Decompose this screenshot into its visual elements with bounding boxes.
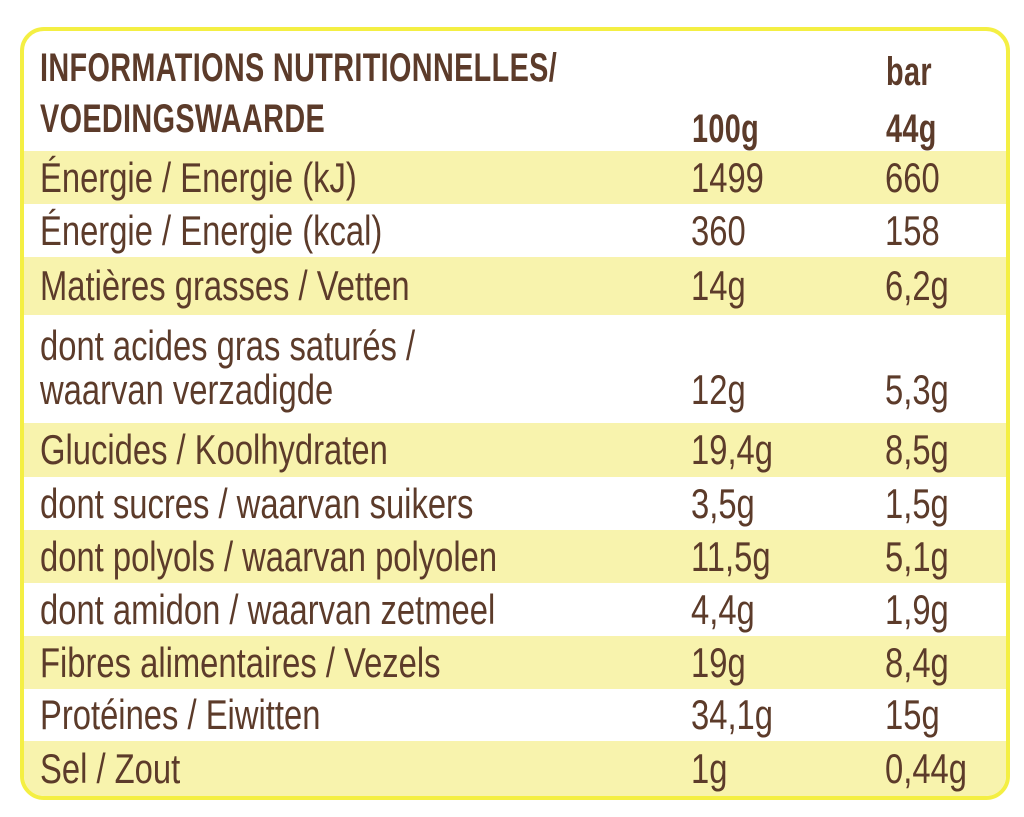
table-header: INFORMATIONS NUTRITIONNELLES/ VOEDINGSWA… <box>24 31 1006 151</box>
column-bar-weight-label: 44g <box>886 107 937 151</box>
nutrition-table: INFORMATIONS NUTRITIONNELLES/ VOEDINGSWA… <box>20 27 1010 800</box>
row-value-per-bar: 1,5g <box>885 480 949 527</box>
table-row: Matières grasses / Vetten 14g 6,2g <box>24 257 1006 315</box>
row-label: dont amidon / waarvan zetmeel <box>40 586 496 633</box>
row-value-per-100g: 12g <box>691 366 746 413</box>
table-row: dont sucres / waarvan suikers 3,5g 1,5g <box>24 477 1006 530</box>
row-label-line-2: waarvan verzadigde <box>40 366 334 413</box>
table-row: dont amidon / waarvan zetmeel 4,4g 1,9g <box>24 583 1006 636</box>
row-value-per-100g: 4,4g <box>691 586 755 633</box>
column-per-100g-label: 100g <box>692 107 760 151</box>
row-value-per-bar: 5,3g <box>885 366 949 413</box>
row-label: Protéines / Eiwitten <box>40 691 321 738</box>
table-row: Sel / Zout 1g 0,44g <box>24 741 1006 796</box>
row-value-per-100g: 14g <box>691 262 746 309</box>
row-value-per-bar: 8,5g <box>885 426 949 473</box>
row-label: Glucides / Koolhydraten <box>40 426 388 473</box>
column-bar-label: bar <box>886 50 932 94</box>
row-value-per-100g: 19,4g <box>691 426 773 473</box>
table-row: Fibres alimentaires / Vezels 19g 8,4g <box>24 636 1006 689</box>
row-value-per-bar: 1,9g <box>885 586 949 633</box>
table-row: dont polyols / waarvan polyolen 11,5g 5,… <box>24 530 1006 583</box>
row-value-per-100g: 3,5g <box>691 480 755 527</box>
table-row: Glucides / Koolhydraten 19,4g 8,5g <box>24 423 1006 477</box>
row-value-per-100g: 360 <box>691 207 746 254</box>
title-line-2: VOEDINGSWAARDE <box>40 97 326 141</box>
row-value-per-bar: 0,44g <box>885 745 967 792</box>
row-value-per-100g: 1g <box>691 745 728 792</box>
table-row: Énergie / Energie (kJ) 1499 660 <box>24 151 1006 204</box>
row-label: Fibres alimentaires / Vezels <box>40 639 441 686</box>
row-label-line-1: dont acides gras saturés / <box>40 322 416 369</box>
row-label: Sel / Zout <box>40 745 181 792</box>
row-label: dont sucres / waarvan suikers <box>40 480 474 527</box>
row-value-per-bar: 660 <box>885 154 940 201</box>
row-label: Matières grasses / Vetten <box>40 262 410 309</box>
row-label: Énergie / Energie (kJ) <box>40 154 357 201</box>
row-value-per-bar: 8,4g <box>885 639 949 686</box>
row-value-per-100g: 1499 <box>691 154 764 201</box>
row-value-per-bar: 5,1g <box>885 533 949 580</box>
table-row: Énergie / Energie (kcal) 360 158 <box>24 204 1006 257</box>
table-row: Protéines / Eiwitten 34,1g 15g <box>24 689 1006 741</box>
row-value-per-bar: 6,2g <box>885 262 949 309</box>
title-line-1: INFORMATIONS NUTRITIONNELLES/ <box>40 46 558 90</box>
row-value-per-bar: 15g <box>885 691 940 738</box>
row-label: dont polyols / waarvan polyolen <box>40 533 498 580</box>
row-value-per-100g: 34,1g <box>691 691 773 738</box>
row-value-per-100g: 19g <box>691 639 746 686</box>
row-value-per-bar: 158 <box>885 207 940 254</box>
row-value-per-100g: 11,5g <box>691 533 771 580</box>
table-row: dont acides gras saturés / waarvan verza… <box>24 315 1006 423</box>
row-label: Énergie / Energie (kcal) <box>40 207 383 254</box>
